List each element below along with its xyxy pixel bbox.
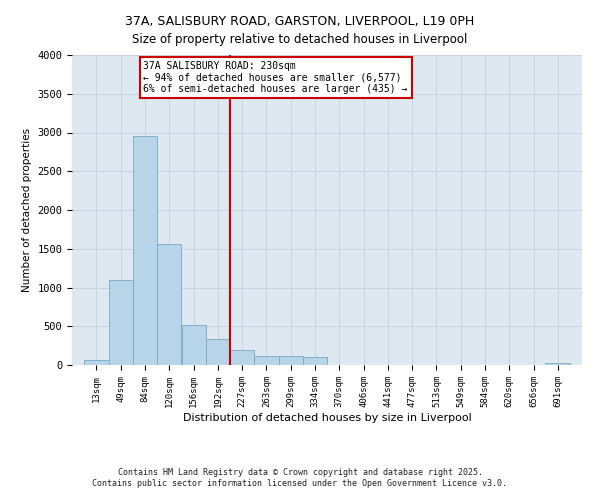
Bar [85,360,109,365]
Text: Size of property relative to detached houses in Liverpool: Size of property relative to detached ho… [133,32,467,46]
Bar [302,357,327,365]
Bar [206,340,230,365]
Bar [254,356,278,365]
Text: Contains HM Land Registry data © Crown copyright and database right 2025.
Contai: Contains HM Land Registry data © Crown c… [92,468,508,487]
Bar [230,350,254,365]
Bar [157,244,181,365]
Bar [279,356,303,365]
Bar [182,324,206,365]
X-axis label: Distribution of detached houses by size in Liverpool: Distribution of detached houses by size … [182,412,472,422]
Bar [109,280,133,365]
Bar [545,364,569,365]
Text: 37A SALISBURY ROAD: 230sqm
← 94% of detached houses are smaller (6,577)
6% of se: 37A SALISBURY ROAD: 230sqm ← 94% of deta… [143,61,408,94]
Text: 37A, SALISBURY ROAD, GARSTON, LIVERPOOL, L19 0PH: 37A, SALISBURY ROAD, GARSTON, LIVERPOOL,… [125,15,475,28]
Y-axis label: Number of detached properties: Number of detached properties [22,128,32,292]
Bar [133,136,157,365]
